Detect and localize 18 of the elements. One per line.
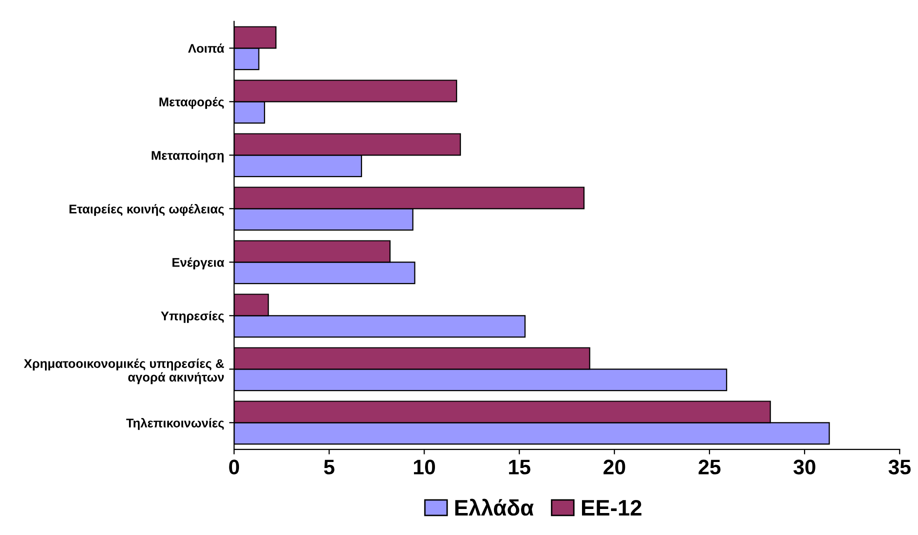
x-tick-label: 15 [509,460,530,474]
x-tick-label: 30 [793,460,816,474]
y-tick-label: Τηλεπικοινωνίες [126,418,224,430]
x-tick-label: 25 [698,460,720,474]
legend-label: ΕΕ-12 [582,500,642,516]
y-tick-label: Λοιπά [188,43,224,53]
x-tick-label: 20 [604,460,626,474]
x-tick-label: 5 [324,460,334,474]
y-tick-label: Μεταφορές [159,97,224,109]
x-tick-label: 0 [229,460,240,474]
y-tick-label: Ενέργεια [172,258,224,270]
y-tick-label: Υπηρεσίες [160,311,224,323]
legend-label: Ελλάδα [455,498,534,516]
x-tick-label: 10 [414,460,435,474]
x-tick-label: 35 [888,460,911,474]
y-tick-label: Εταιρείες κοινής ωφέλειας [70,204,224,216]
y-tick-label: Μεταποίηση [152,150,224,162]
y-tick-label: Χρηματοοικονομικές υπηρεσίες & αγορά ακινήτων [24,358,224,384]
